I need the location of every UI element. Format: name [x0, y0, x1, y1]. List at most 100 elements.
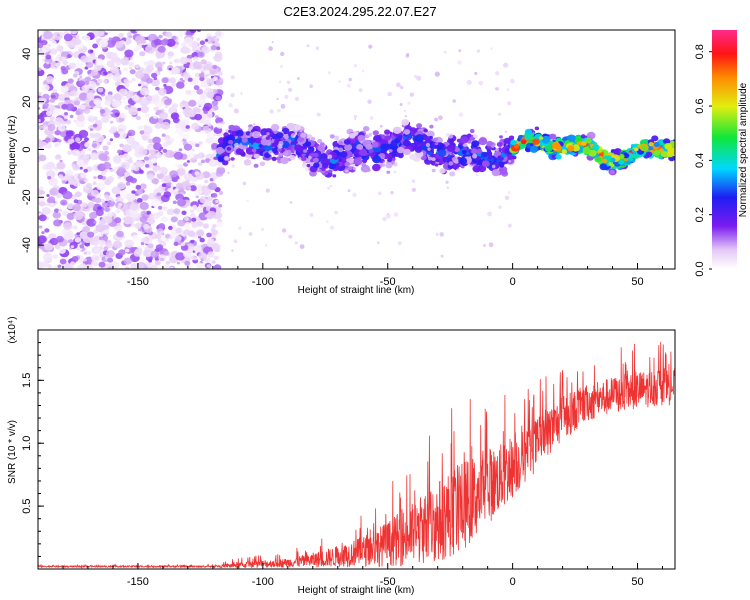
spectrogram-cell	[200, 59, 207, 65]
spectrogram-cell	[399, 103, 403, 106]
spectrogram-cell	[281, 127, 290, 135]
spectrogram-cell	[181, 181, 191, 190]
spectrogram-cell	[122, 153, 131, 161]
spectrogram-cell	[123, 67, 129, 72]
spectrogram-cell	[129, 91, 134, 96]
spectrogram-cell	[100, 171, 106, 176]
spectrogram-cell	[166, 38, 176, 47]
spectrogram-cell	[215, 146, 225, 155]
spectrogram-cell	[301, 162, 307, 168]
spectrogram-cell	[367, 99, 372, 104]
spectrogram-cell	[102, 161, 112, 170]
spectrogram-cell	[491, 145, 495, 149]
spectrogram-cell	[52, 211, 61, 219]
spectrogram-cell	[348, 77, 352, 82]
spectrogram-cell	[188, 231, 196, 237]
spectrogram-cell	[416, 135, 424, 141]
spectrogram-cell	[38, 107, 41, 110]
spectrogram-cell	[212, 89, 218, 94]
spectrogram-cell	[193, 154, 200, 160]
spectrogram-cell	[411, 187, 416, 192]
spectrogram-cell	[242, 181, 247, 186]
spectrogram-cell	[139, 202, 149, 210]
spectrogram-cell	[294, 241, 298, 245]
spectrogram-cell	[183, 222, 192, 229]
spectrogram-cell	[498, 112, 502, 116]
spectrogram-cell	[169, 266, 174, 269]
spectrogram-cell	[195, 219, 199, 223]
spectrogram-cell	[115, 198, 119, 202]
spectrogram-cell	[62, 191, 73, 200]
spectrogram-cell	[380, 143, 390, 151]
spectrogram-cell	[406, 53, 410, 56]
spectrogram-cell	[458, 112, 464, 117]
spectrogram-x-label: Height of straight line (km)	[298, 285, 415, 296]
spectrogram-cell	[45, 75, 54, 83]
spectrogram-cell	[147, 243, 154, 249]
spectrogram-cell	[393, 212, 399, 217]
spectrogram-cell	[641, 146, 647, 151]
spectrogram-cell	[57, 264, 62, 268]
spectrogram-cell	[174, 163, 178, 167]
spectrogram-cell	[85, 182, 93, 189]
spectrogram-cell	[251, 131, 261, 139]
snr-x-label: Height of straight line (km)	[298, 585, 415, 596]
spectrogram-cell	[131, 234, 139, 241]
spectrogram-cell	[180, 242, 186, 247]
spectrogram-cell	[197, 221, 204, 227]
y-tick-label: -40	[21, 237, 33, 253]
x-tick-label: -50	[380, 576, 396, 588]
spectrogram-cell	[57, 124, 66, 132]
spectrogram-cell	[159, 257, 165, 262]
spectrogram-cell	[211, 224, 217, 229]
spectrogram-panel: -150 -100 -50 0 50 -40 -20 0 20 40 Height of str…	[7, 29, 676, 296]
spectrogram-cell	[114, 112, 120, 117]
spectrogram-cell	[462, 146, 468, 151]
spectrogram-cell	[207, 251, 215, 258]
spectrogram-cell	[230, 93, 235, 98]
spectrogram-cell	[397, 241, 402, 246]
spectrogram-cell	[253, 163, 259, 168]
spectrogram-cell	[228, 103, 233, 108]
spectrogram-cell	[139, 183, 147, 190]
spectrogram-cell	[425, 142, 431, 148]
spectrogram-cell	[103, 79, 108, 84]
spectrogram-cell	[47, 123, 56, 132]
spectrogram-cell	[234, 142, 239, 148]
spectrogram-cell	[402, 136, 408, 140]
spectrogram-cell	[618, 159, 624, 165]
spectrogram-cell	[126, 136, 136, 145]
spectrogram-cell	[103, 107, 109, 111]
spectrogram-cell	[49, 48, 58, 55]
spectrogram-cell	[372, 155, 382, 164]
spectrogram-cell	[613, 148, 623, 156]
spectrogram-cell	[277, 143, 283, 149]
spectrogram-cell	[221, 121, 225, 125]
spectrogram-cell	[195, 195, 199, 199]
spectrogram-cell	[143, 81, 148, 86]
spectrogram-cell	[439, 168, 446, 174]
spectrogram-cell	[163, 250, 170, 256]
spectrogram-cell	[53, 108, 62, 116]
spectrogram-cell	[49, 119, 54, 124]
spectrogram-cell	[482, 160, 490, 167]
spectrogram-cell	[277, 108, 281, 113]
spectrogram-cell	[38, 140, 44, 148]
spectrogram-cell	[500, 169, 508, 176]
spectrogram-cell	[65, 119, 72, 125]
spectrogram-cell	[45, 161, 56, 170]
spectrogram-cell	[146, 145, 152, 151]
spectrogram-cell	[124, 239, 134, 248]
spectrogram-cell	[139, 51, 146, 57]
spectrogram-cell	[488, 242, 494, 248]
spectrogram-cell	[329, 134, 335, 139]
spectrogram-cell	[160, 39, 169, 46]
spectrogram-cell	[155, 62, 163, 69]
spectrogram-cell	[307, 148, 312, 152]
spectrogram-cell	[157, 45, 166, 53]
spectrogram-cell	[495, 71, 500, 76]
spectrogram-cell	[353, 64, 357, 68]
spectrogram-cell	[549, 133, 557, 140]
spectrogram-cell	[155, 244, 164, 251]
x-tick-label: -150	[127, 576, 149, 588]
